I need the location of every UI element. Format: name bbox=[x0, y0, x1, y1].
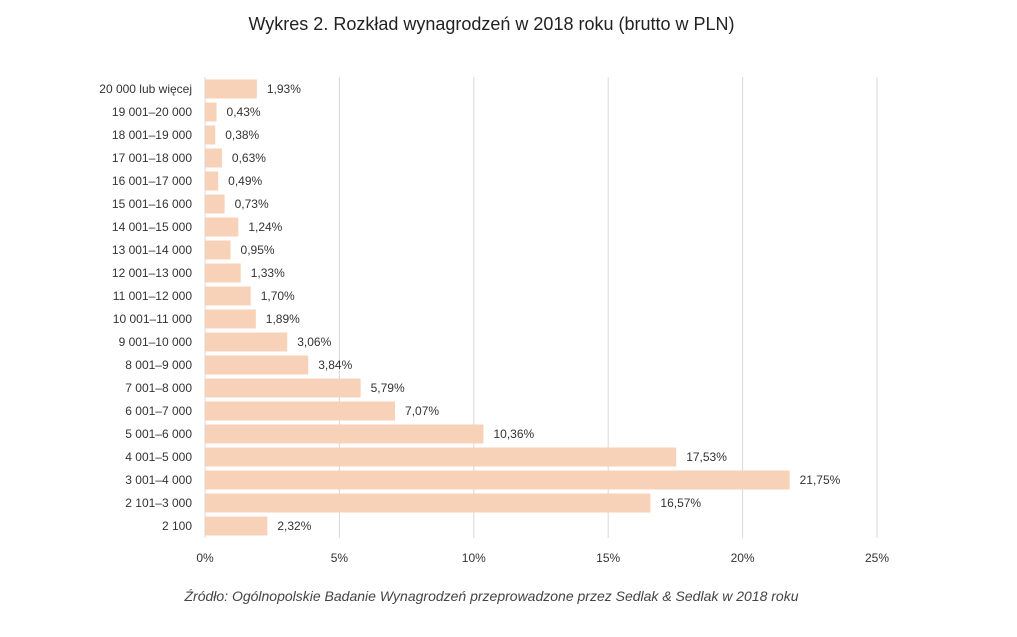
bar bbox=[205, 309, 256, 329]
category-label: 4 001–5 000 bbox=[125, 450, 192, 464]
category-label: 9 001–10 000 bbox=[119, 335, 193, 349]
bar bbox=[205, 447, 677, 467]
value-label: 0,63% bbox=[232, 151, 266, 165]
value-label: 7,07% bbox=[405, 404, 439, 418]
bar bbox=[205, 194, 225, 214]
value-label: 0,73% bbox=[235, 197, 269, 211]
value-label: 2,32% bbox=[277, 519, 311, 533]
category-label: 16 001–17 000 bbox=[112, 174, 192, 188]
category-label: 5 001–6 000 bbox=[125, 427, 192, 441]
bar bbox=[205, 286, 251, 306]
category-label: 11 001–12 000 bbox=[113, 289, 193, 303]
category-label: 15 001–16 000 bbox=[112, 197, 192, 211]
value-label: 5,79% bbox=[371, 381, 405, 395]
value-label: 0,38% bbox=[225, 128, 259, 142]
bar bbox=[205, 470, 790, 490]
chart-source-note: Źródło: Ogólnopolskie Badanie Wynagrodze… bbox=[184, 588, 799, 604]
grid-lines bbox=[204, 77, 878, 538]
x-tick-label: 0% bbox=[196, 551, 214, 565]
x-tick-label: 15% bbox=[596, 551, 620, 565]
category-label: 19 001–20 000 bbox=[112, 105, 192, 119]
bar bbox=[205, 79, 257, 99]
bar bbox=[205, 102, 217, 122]
value-label: 1,24% bbox=[248, 220, 282, 234]
bar bbox=[205, 171, 219, 191]
value-label: 3,84% bbox=[318, 358, 352, 372]
bar bbox=[205, 263, 241, 283]
value-label: 3,06% bbox=[297, 335, 331, 349]
bar bbox=[205, 332, 288, 352]
value-label: 21,75% bbox=[800, 473, 841, 487]
category-label: 2 101–3 000 bbox=[125, 496, 192, 510]
value-label: 1,89% bbox=[266, 312, 300, 326]
bar bbox=[205, 516, 268, 536]
bar bbox=[205, 217, 239, 237]
category-label: 20 000 lub więcej bbox=[99, 82, 192, 96]
bar bbox=[205, 125, 216, 145]
value-label: 0,49% bbox=[228, 174, 262, 188]
category-label: 18 001–19 000 bbox=[112, 128, 192, 142]
x-tick-label: 25% bbox=[865, 551, 889, 565]
value-label: 1,93% bbox=[267, 82, 301, 96]
x-tick-label: 20% bbox=[731, 551, 755, 565]
value-label: 1,70% bbox=[261, 289, 295, 303]
category-label: 17 001–18 000 bbox=[112, 151, 192, 165]
value-label: 0,95% bbox=[241, 243, 275, 257]
category-label: 7 001–8 000 bbox=[125, 381, 192, 395]
bar bbox=[205, 424, 484, 444]
bar bbox=[205, 240, 231, 260]
value-label: 10,36% bbox=[493, 427, 534, 441]
bars bbox=[205, 79, 790, 536]
category-label: 10 001–11 000 bbox=[113, 312, 193, 326]
value-label: 16,57% bbox=[660, 496, 701, 510]
bar bbox=[205, 148, 222, 168]
value-label: 0,43% bbox=[227, 105, 261, 119]
bar bbox=[205, 378, 361, 398]
value-label: 17,53% bbox=[686, 450, 727, 464]
bar bbox=[205, 401, 396, 421]
category-label: 14 001–15 000 bbox=[112, 220, 192, 234]
x-tick-label: 5% bbox=[331, 551, 349, 565]
labels: 0% 5% 10% 15% 20% 25% 20 000 lub więcej 1,93% 19… bbox=[99, 82, 889, 565]
category-label: 13 001–14 000 bbox=[112, 243, 192, 257]
x-tick-label: 10% bbox=[462, 551, 486, 565]
category-label: 3 001–4 000 bbox=[125, 473, 192, 487]
bar bbox=[205, 355, 309, 375]
value-label: 1,33% bbox=[251, 266, 285, 280]
chart-title: Wykres 2. Rozkład wynagrodzeń w 2018 rok… bbox=[248, 14, 735, 34]
category-label: 8 001–9 000 bbox=[125, 358, 192, 372]
category-label: 6 001–7 000 bbox=[125, 404, 192, 418]
category-label: 2 100 bbox=[162, 519, 192, 533]
category-label: 12 001–13 000 bbox=[112, 266, 192, 280]
bar bbox=[205, 493, 651, 513]
